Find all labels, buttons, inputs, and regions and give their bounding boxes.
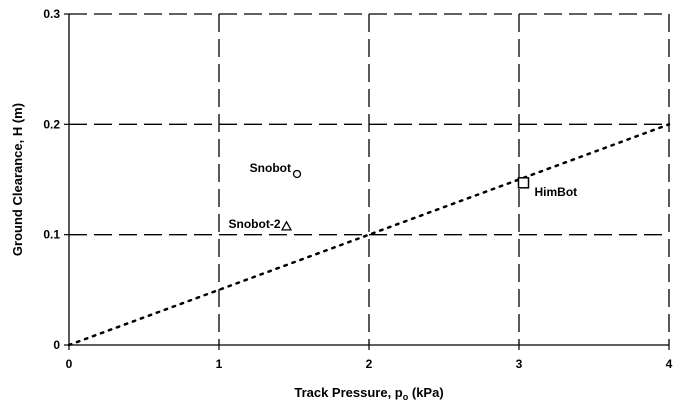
point-label: HimBot bbox=[535, 185, 578, 199]
point-label: Snobot-2 bbox=[229, 217, 281, 231]
y-tick-label: 0.2 bbox=[43, 117, 60, 131]
y-tick-label: 0 bbox=[53, 338, 60, 352]
point-marker-snobot-2 bbox=[280, 220, 293, 231]
x-tick-label: 3 bbox=[516, 357, 523, 371]
y-tick-label: 0.1 bbox=[43, 228, 60, 242]
y-tick-label: 0.3 bbox=[43, 7, 60, 21]
x-tick-label: 4 bbox=[666, 357, 673, 371]
x-tick-label: 1 bbox=[216, 357, 223, 371]
point-marker-himbot bbox=[517, 177, 530, 189]
point-label: Snobot bbox=[250, 161, 291, 175]
tick-labels: 0 1 2 3 4 0 0.1 0.2 0.3 bbox=[43, 7, 672, 371]
x-tick-label: 0 bbox=[66, 357, 73, 371]
x-axis-title: Track Pressure, po (kPa) bbox=[294, 385, 443, 402]
y-axis-title: Ground Clearance, H (m) bbox=[10, 103, 25, 256]
axes bbox=[64, 13, 670, 350]
grid bbox=[69, 13, 670, 345]
data-points: Snobot Snobot-2 HimBot bbox=[229, 161, 578, 231]
x-tick-label: 2 bbox=[366, 357, 373, 371]
point-marker-snobot bbox=[292, 169, 302, 179]
